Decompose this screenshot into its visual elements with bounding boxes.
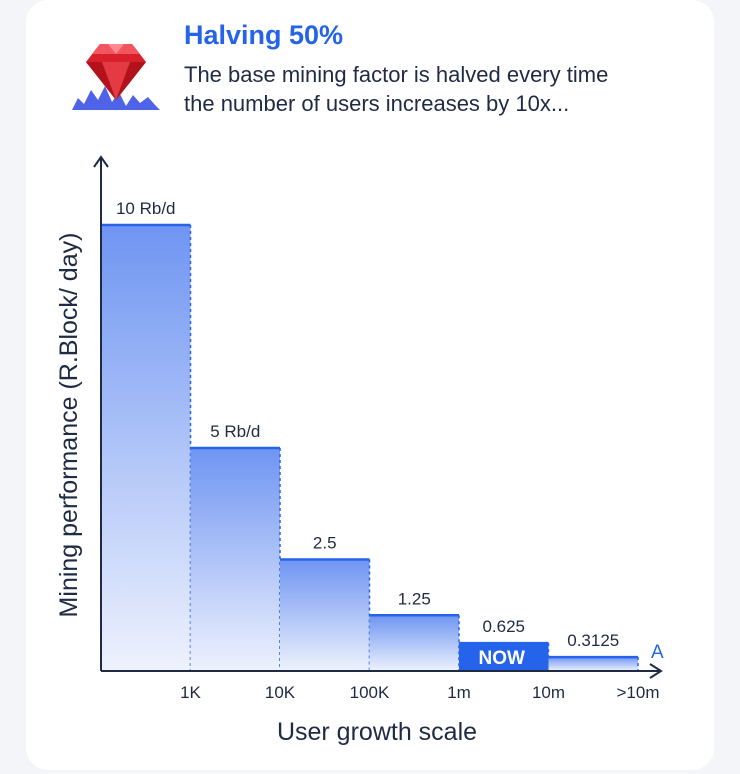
x-tick-label-5: 10m: [532, 683, 565, 702]
data-label-4: 1.25: [398, 589, 431, 608]
page-subtitle: The base mining factor is halved every t…: [184, 60, 724, 118]
axes-layer: [93, 155, 663, 679]
data-label-3: 2.5: [313, 534, 337, 553]
bar-6: [548, 657, 638, 671]
subtitle-line-2: the number of users increases by 10x...: [184, 91, 570, 116]
bar-1: [101, 225, 191, 671]
bar-4: [369, 615, 459, 671]
bar-3: [280, 559, 370, 671]
now-badge-label: NOW: [479, 648, 526, 669]
bars-layer: [101, 223, 639, 671]
y-axis-title: Mining performance (R.Block/ day): [55, 233, 83, 618]
x-axis-title: User growth scale: [277, 718, 477, 746]
ruby-gem-icon: [72, 44, 160, 110]
x-tick-label-4: 1m: [447, 683, 471, 702]
data-label-2: 5 Rb/d: [210, 422, 260, 441]
data-label-5: 0.625: [482, 617, 525, 636]
now-badge: [459, 643, 549, 671]
y-axis-arrow: [93, 155, 109, 168]
bar-2: [190, 448, 280, 671]
axis-annotation: A: [651, 642, 664, 663]
labels-layer: 10 Rb/d 1K 5 Rb/d 10K 2.5 100K 1.25 1m 0.625 10m 0…: [116, 199, 664, 702]
page-title: Halving 50%: [184, 20, 344, 50]
x-tick-label-2: 10K: [265, 683, 296, 702]
data-label-1: 10 Rb/d: [116, 199, 176, 218]
x-tick-label-6: >10m: [617, 683, 660, 702]
x-tick-label-3: 100K: [350, 683, 390, 702]
subtitle-line-1: The base mining factor is halved every t…: [184, 62, 609, 87]
x-tick-label-1: 1K: [180, 683, 201, 702]
x-axis-arrow: [649, 663, 663, 679]
data-label-6: 0.3125: [567, 631, 619, 650]
